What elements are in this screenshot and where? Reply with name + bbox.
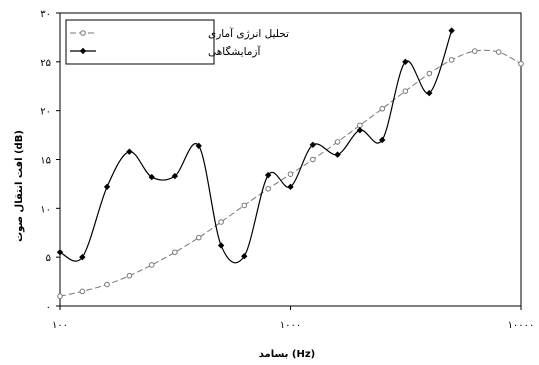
series-1-point <box>334 151 341 158</box>
series-0-point <box>80 30 86 36</box>
y-tick-label: ۱۵ <box>40 156 51 167</box>
series-layer <box>56 27 524 300</box>
legend-label: تحلیل انرژی آماری <box>208 27 289 40</box>
series-1-point <box>426 89 433 97</box>
series-0-point <box>57 293 63 300</box>
series-1-point <box>103 183 111 191</box>
y-axis-title: افت انتقال صوت (dB) <box>14 130 25 242</box>
series-1-point <box>126 148 133 155</box>
x-tick-label: ۱۰۰۰ <box>280 320 301 331</box>
series-0-point <box>148 262 155 268</box>
series-0-point <box>426 70 433 77</box>
series-1-point <box>56 249 64 256</box>
x-tick-label: ۱۰۰ <box>52 320 68 331</box>
series-0-point <box>448 57 455 63</box>
y-tick-label: ۳۰ <box>40 9 51 20</box>
x-axis-ticks: ۱۰۰ ۱۰۰۰ ۱۰۰۰۰ <box>52 306 534 331</box>
x-tick-label: ۱۰۰۰۰ <box>508 320 535 331</box>
series-1-point <box>79 253 86 261</box>
series-0-point <box>334 139 341 145</box>
legend-label: آزمایشگاهی <box>208 45 261 58</box>
series-0-point <box>172 249 178 256</box>
y-axis-ticks: ۰ ۵ ۱۰ ۱۵ ۲۰ ۲۵ ۳۰ <box>40 9 60 313</box>
series-0-point <box>195 234 202 241</box>
y-tick-label: ۲۰ <box>40 107 51 118</box>
y-tick-label: ۱۰ <box>40 204 51 215</box>
series-0-point <box>518 60 524 67</box>
series-0-point <box>379 105 386 112</box>
series-0-point <box>126 272 133 279</box>
series-0-point <box>357 122 363 129</box>
y-tick-label: ۲۵ <box>40 58 51 69</box>
series-0-point <box>104 281 110 288</box>
series-0-point <box>402 88 409 94</box>
series-1 <box>56 27 455 264</box>
series-1-point <box>171 172 179 180</box>
y-tick-label: ۵ <box>46 253 51 264</box>
series-1-point <box>356 127 364 134</box>
series-1-point <box>79 47 87 55</box>
series-0-point <box>79 288 86 295</box>
legend: تحلیل انرژی آماری آزمایشگاهی <box>65 19 289 65</box>
series-1-line <box>59 30 453 264</box>
series-0-point <box>218 219 224 225</box>
series-0-point <box>495 49 502 55</box>
series-0-point <box>241 202 248 209</box>
series-1-point <box>379 136 386 144</box>
series-0-point <box>265 186 271 192</box>
series-1-point <box>148 173 155 181</box>
legend-box <box>65 19 215 65</box>
series-1-point <box>402 58 409 66</box>
series-1-point <box>309 141 317 149</box>
x-axis-title: بسامد (Hz) <box>259 349 315 360</box>
series-1-point <box>217 242 225 249</box>
series-1-point <box>264 171 272 179</box>
y-tick-label: ۰ <box>46 302 51 313</box>
series-0-point <box>471 48 478 54</box>
series-1-point <box>448 27 455 34</box>
series-0-point <box>287 171 294 177</box>
series-1-point <box>195 142 202 150</box>
series-0 <box>57 48 524 300</box>
series-0-point <box>310 156 316 163</box>
series-1-point <box>287 183 294 191</box>
series-1-point <box>241 252 248 260</box>
